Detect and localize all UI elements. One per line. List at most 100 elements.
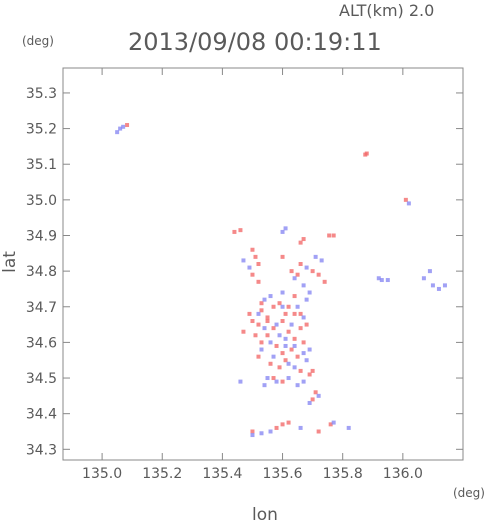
- data-point: [250, 247, 255, 252]
- data-point: [274, 343, 279, 348]
- data-point: [327, 233, 332, 238]
- data-point: [259, 340, 264, 345]
- data-point: [283, 358, 288, 363]
- data-point: [259, 301, 264, 306]
- data-point: [283, 343, 288, 348]
- data-point: [268, 340, 273, 345]
- data-point: [115, 130, 120, 135]
- data-point: [274, 379, 279, 384]
- data-point: [262, 297, 267, 302]
- data-point: [286, 376, 291, 381]
- y-axis-unit: (deg): [22, 34, 54, 48]
- data-point: [313, 390, 318, 395]
- data-point: [280, 254, 285, 259]
- data-point: [292, 311, 297, 316]
- data-point: [301, 340, 306, 345]
- data-point: [301, 379, 306, 384]
- data-point: [262, 383, 267, 388]
- data-point: [241, 258, 246, 263]
- data-point: [265, 319, 270, 324]
- x-tick-label: 135.6: [263, 466, 303, 482]
- data-point: [289, 269, 294, 274]
- data-point: [125, 123, 130, 128]
- data-point: [307, 372, 312, 377]
- data-point: [430, 283, 435, 288]
- data-point: [376, 276, 381, 281]
- y-tick-label: 34.9: [26, 228, 57, 244]
- y-tick-label: 34.3: [26, 442, 57, 458]
- data-point: [292, 276, 297, 281]
- data-point: [295, 272, 300, 277]
- data-point: [277, 365, 282, 370]
- data-point: [301, 351, 306, 356]
- data-point: [301, 315, 306, 320]
- chart-title: 2013/09/08 00:19:11: [128, 28, 382, 56]
- data-point: [265, 376, 270, 381]
- y-tick-label: 35.1: [26, 157, 57, 173]
- data-point: [292, 336, 297, 341]
- data-point: [250, 429, 255, 434]
- data-point: [442, 283, 447, 288]
- data-point: [363, 152, 368, 157]
- data-point: [331, 233, 336, 238]
- x-tick-label: 135.4: [202, 466, 242, 482]
- data-point: [238, 228, 243, 233]
- data-point: [304, 297, 309, 302]
- data-point: [304, 265, 309, 270]
- data-point: [328, 422, 333, 427]
- data-point: [271, 304, 276, 309]
- data-point: [253, 333, 258, 338]
- x-axis-label: lon: [252, 505, 278, 521]
- data-point: [286, 420, 291, 425]
- data-point: [268, 361, 273, 366]
- data-point: [250, 319, 255, 324]
- data-point: [280, 422, 285, 427]
- data-point: [403, 197, 408, 202]
- data-point: [250, 272, 255, 277]
- data-point: [268, 429, 273, 434]
- data-point: [262, 326, 267, 331]
- data-point: [436, 286, 441, 291]
- data-point: [310, 397, 315, 402]
- data-point: [298, 311, 303, 316]
- data-point: [247, 311, 252, 316]
- data-point: [280, 304, 285, 309]
- data-point: [286, 361, 291, 366]
- data-point: [304, 322, 309, 327]
- data-point: [277, 333, 282, 338]
- y-tick-label: 35.2: [26, 122, 57, 138]
- data-point: [331, 420, 336, 425]
- y-tick-label: 34.8: [26, 264, 57, 280]
- data-point: [259, 431, 264, 436]
- data-point: [304, 358, 309, 363]
- data-point: [280, 351, 285, 356]
- data-point: [310, 269, 315, 274]
- data-point: [316, 272, 321, 277]
- data-point: [121, 124, 126, 129]
- data-point: [280, 290, 285, 295]
- data-point: [298, 262, 303, 266]
- data-point: [298, 425, 303, 430]
- data-point: [271, 354, 276, 359]
- data-point: [307, 347, 312, 352]
- data-point: [256, 262, 261, 266]
- data-point: [286, 329, 291, 334]
- data-point: [280, 229, 285, 234]
- y-tick-label: 34.6: [26, 335, 57, 351]
- data-point: [298, 326, 303, 331]
- data-point: [310, 368, 315, 373]
- data-point: [385, 278, 390, 283]
- data-point: [301, 237, 306, 242]
- data-point: [247, 265, 252, 270]
- data-point: [295, 383, 300, 388]
- data-point: [307, 400, 312, 405]
- y-axis-label: lat: [0, 251, 20, 273]
- data-point: [256, 322, 261, 327]
- plot-frame: [62, 67, 464, 461]
- data-point: [274, 425, 279, 430]
- y-tick-label: 35.0: [26, 193, 57, 209]
- data-point: [283, 311, 288, 316]
- data-point: [292, 365, 297, 370]
- data-point: [319, 258, 324, 263]
